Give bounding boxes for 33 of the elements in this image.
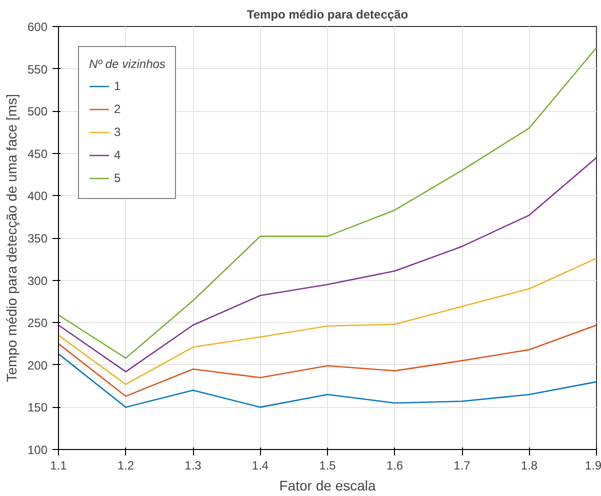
x-tick-label: 1.6	[386, 458, 404, 472]
y-tick-label: 300	[27, 274, 48, 288]
line-series	[58, 324, 596, 397]
y-tick-label: 450	[27, 146, 48, 161]
line-series	[58, 47, 596, 359]
y-tick-label: 150	[27, 400, 48, 415]
x-axis-title: Fator de escala	[279, 478, 376, 494]
y-axis-title: Tempo médio para detecção de uma face [ms]	[3, 94, 20, 382]
x-tick-label: 1.4	[252, 458, 269, 472]
y-tick-label: 350	[27, 232, 48, 246]
y-tick-label: 600	[27, 20, 48, 34]
x-tick-label: 1.1	[50, 458, 68, 472]
line-series	[58, 258, 596, 386]
y-tick-label: 550	[27, 62, 48, 76]
x-tick-label: 1.8	[520, 458, 538, 472]
legend-label: 1	[114, 79, 122, 93]
legend-title: Nº de vizinhos	[89, 57, 166, 71]
x-tick-label: 1.3	[184, 458, 202, 472]
legend-label: 5	[114, 171, 122, 185]
y-tick-label: 250	[27, 316, 48, 330]
legend-label: 2	[114, 102, 122, 116]
x-tick-label: 1.2	[117, 458, 134, 472]
chart-title: Tempo médio para detecção	[246, 8, 408, 22]
line-series	[58, 353, 596, 408]
y-tick-label: 100	[27, 443, 48, 457]
legend-label: 3	[114, 125, 122, 139]
x-tick-label: 1.5	[319, 458, 336, 472]
y-tick-label: 500	[27, 104, 48, 119]
y-tick-label: 400	[27, 189, 48, 204]
x-tick-label: 1.7	[454, 458, 471, 472]
x-tick-label: 1.9	[584, 458, 601, 472]
legend-label: 4	[114, 148, 122, 162]
y-tick-label: 200	[27, 358, 48, 372]
